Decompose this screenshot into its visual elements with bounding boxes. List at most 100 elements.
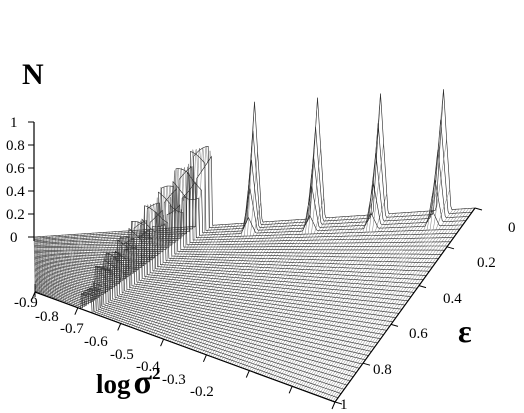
x-tick: -0.9 xyxy=(14,295,38,311)
mesh-line xyxy=(51,235,60,299)
mesh-line xyxy=(120,205,161,324)
mesh-line xyxy=(150,147,205,335)
mesh-line xyxy=(319,209,454,397)
x-tick-mark xyxy=(117,323,122,331)
mesh-line xyxy=(219,219,306,360)
y-axis-line xyxy=(334,207,476,403)
x-tick: -0.6 xyxy=(84,334,108,350)
mesh-line xyxy=(270,93,381,379)
mesh-line xyxy=(208,220,290,356)
mesh-line xyxy=(255,215,359,374)
mesh-line xyxy=(304,210,432,392)
mesh-line xyxy=(332,208,473,402)
x-tick-mark xyxy=(245,370,250,378)
y-ticks: 0 0.2 0.4 0.6 0.8 1 xyxy=(340,220,516,413)
mesh-line xyxy=(281,213,397,383)
mesh-line xyxy=(92,231,120,314)
y-tick: 1 xyxy=(340,397,348,413)
mesh-line xyxy=(180,202,249,346)
mesh-line xyxy=(328,208,466,400)
mesh-line xyxy=(135,170,183,329)
mesh-line xyxy=(116,221,154,322)
mesh-line xyxy=(47,235,54,297)
mesh-line xyxy=(251,216,353,372)
mesh-line xyxy=(204,220,283,355)
x-axis-label: logσ2 xyxy=(96,364,161,401)
mesh-line xyxy=(225,148,315,363)
mesh-line xyxy=(189,201,261,349)
mesh-line xyxy=(186,151,258,348)
y-tick: 0 xyxy=(508,220,516,236)
y-tick-mark xyxy=(390,323,399,327)
mesh-line xyxy=(231,197,324,365)
mesh-line xyxy=(326,208,463,400)
mesh-line xyxy=(236,217,331,366)
x-axis-label-main: log xyxy=(96,369,131,399)
x-tick: -0.7 xyxy=(60,321,84,337)
mesh-line xyxy=(242,216,340,369)
x-tick-mark xyxy=(74,307,79,315)
mesh-line xyxy=(264,214,372,377)
mesh-line xyxy=(210,219,293,357)
mesh-line xyxy=(137,167,186,330)
mesh-line xyxy=(291,212,413,387)
mesh-line xyxy=(54,235,63,300)
y-tick-mark xyxy=(474,207,483,211)
mesh-line xyxy=(56,234,66,300)
mesh-line xyxy=(114,220,151,322)
z-tick: 0.8 xyxy=(6,138,25,154)
mesh-line xyxy=(129,187,173,327)
mesh-line xyxy=(197,221,274,352)
mesh-line xyxy=(234,217,328,366)
mesh-line xyxy=(43,236,47,296)
mesh-line xyxy=(184,101,255,348)
x-tick-mark xyxy=(160,338,165,347)
mesh-line xyxy=(257,215,362,374)
z-tick: 0.4 xyxy=(6,184,25,200)
mesh-line xyxy=(302,210,428,391)
mesh-line xyxy=(296,211,419,388)
mesh-line xyxy=(141,163,192,332)
mesh-line xyxy=(167,224,230,341)
x-axis-label-symbol: σ xyxy=(134,364,153,401)
y-axis-label: ε xyxy=(458,313,472,349)
mesh-line xyxy=(206,220,287,355)
mesh-line xyxy=(152,146,208,336)
mesh-line xyxy=(45,235,50,296)
mesh-line xyxy=(169,223,233,342)
mesh-line xyxy=(60,234,72,302)
mesh-line xyxy=(221,218,309,361)
mesh-line xyxy=(285,212,403,385)
y-tick-mark xyxy=(418,285,427,289)
mesh-line xyxy=(294,211,416,388)
mesh-line xyxy=(148,148,202,334)
mesh-line xyxy=(107,229,142,319)
mesh-line xyxy=(274,193,387,381)
mesh-line xyxy=(99,230,129,316)
mesh-line xyxy=(77,232,98,308)
z-tick: 1 xyxy=(10,115,18,131)
mesh-line xyxy=(66,233,82,304)
mesh-line xyxy=(212,219,296,358)
x-tick-mark xyxy=(202,354,207,363)
x-ticks: -0.9 -0.8 -0.7 -0.6 -0.5 -0.4 -0.3 -0.2 xyxy=(14,295,214,400)
x-tick: -0.3 xyxy=(162,372,186,388)
mesh-line xyxy=(287,212,406,385)
mesh-line xyxy=(223,198,312,362)
mesh-line xyxy=(259,215,365,375)
mesh-line xyxy=(201,220,280,354)
x-tick-mark xyxy=(331,401,336,410)
mesh-line xyxy=(268,143,378,378)
mesh-line xyxy=(73,233,91,307)
x-tick: -0.2 xyxy=(190,384,214,400)
surface-mesh xyxy=(33,89,476,403)
mesh-line xyxy=(84,232,107,307)
mesh-line xyxy=(94,231,123,315)
mesh-line xyxy=(69,233,85,305)
x-tick: -0.5 xyxy=(110,347,134,363)
z-tick: 0.6 xyxy=(6,161,25,177)
mesh-line xyxy=(244,216,343,370)
mesh-line xyxy=(193,221,268,351)
mesh-line xyxy=(165,224,227,340)
x-axis-line xyxy=(34,291,336,403)
